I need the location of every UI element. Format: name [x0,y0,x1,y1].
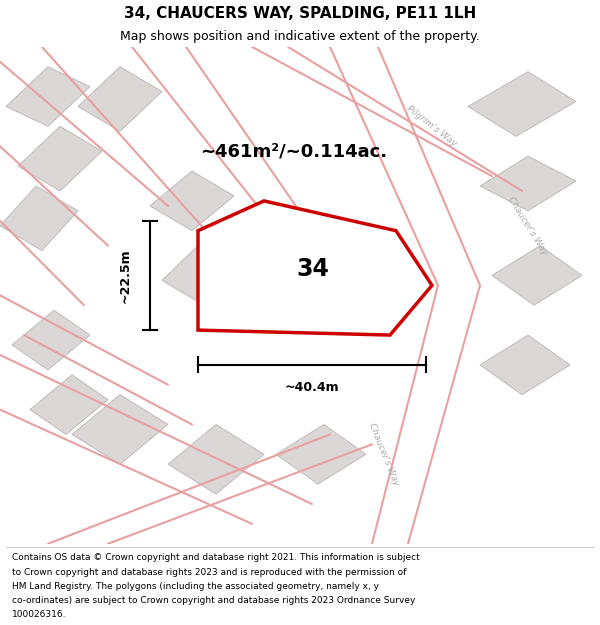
Text: ~461m²/~0.114ac.: ~461m²/~0.114ac. [200,142,388,160]
Text: Chaucer's Way: Chaucer's Way [506,195,550,256]
Text: Contains OS data © Crown copyright and database right 2021. This information is : Contains OS data © Crown copyright and d… [12,554,420,562]
Polygon shape [168,424,264,494]
Polygon shape [198,201,432,335]
Polygon shape [18,126,102,191]
Text: to Crown copyright and database rights 2023 and is reproduced with the permissio: to Crown copyright and database rights 2… [12,568,406,577]
Polygon shape [30,375,108,434]
Text: 34: 34 [296,257,329,281]
Text: ~40.4m: ~40.4m [284,381,340,394]
Text: 34, CHAUCERS WAY, SPALDING, PE11 1LH: 34, CHAUCERS WAY, SPALDING, PE11 1LH [124,6,476,21]
Text: Pilgrim's Way: Pilgrim's Way [406,104,458,149]
Text: Chaucer's Way: Chaucer's Way [367,422,401,487]
Polygon shape [468,72,576,136]
Polygon shape [150,171,234,231]
Polygon shape [162,246,240,305]
Polygon shape [12,310,90,370]
Text: 100026316.: 100026316. [12,611,67,619]
Text: co-ordinates) are subject to Crown copyright and database rights 2023 Ordnance S: co-ordinates) are subject to Crown copyr… [12,596,415,605]
Polygon shape [6,67,90,126]
Polygon shape [492,246,582,305]
Polygon shape [480,335,570,395]
Text: ~22.5m: ~22.5m [119,248,132,302]
Polygon shape [480,156,576,211]
Polygon shape [276,424,366,484]
Polygon shape [78,67,162,131]
Text: Map shows position and indicative extent of the property.: Map shows position and indicative extent… [120,30,480,43]
Text: HM Land Registry. The polygons (including the associated geometry, namely x, y: HM Land Registry. The polygons (includin… [12,582,379,591]
Polygon shape [72,395,168,464]
Polygon shape [0,186,78,251]
